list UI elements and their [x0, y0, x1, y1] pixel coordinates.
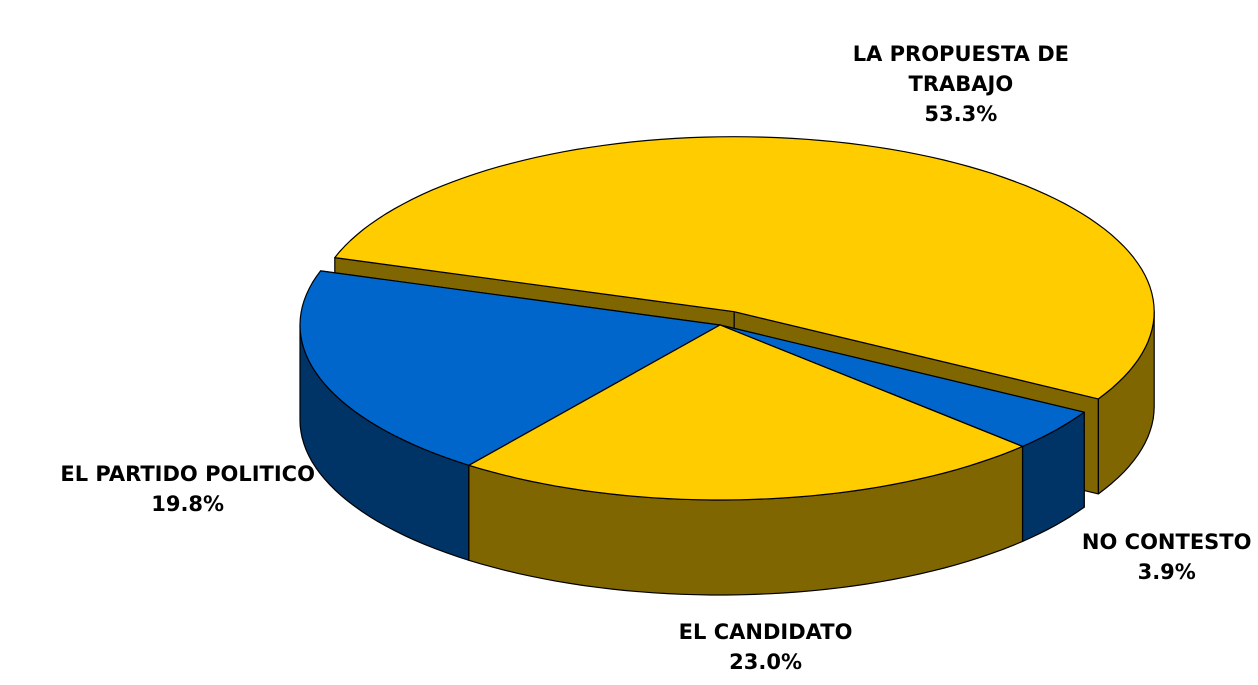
slice-top — [299, 270, 721, 466]
slice-label: EL PARTIDO POLITICO 19.8% — [28, 459, 348, 519]
value-label: 23.0% — [729, 649, 802, 674]
slice-top — [468, 324, 1024, 501]
slice-top — [719, 324, 1085, 447]
value-label: 3.9% — [1137, 559, 1196, 584]
category-label: EL CANDIDATO — [678, 619, 853, 644]
slice-label: LA PROPUESTA DE TRABAJO 53.3% — [801, 39, 1121, 129]
category-label: LA PROPUESTA DE TRABAJO — [852, 41, 1070, 96]
value-label: 53.3% — [924, 101, 998, 126]
slice-label: NO CONTESTO 3.9% — [1007, 527, 1258, 587]
category-label: NO CONTESTO — [1081, 529, 1252, 554]
slice-label: EL CANDIDATO 23.0% — [606, 617, 926, 677]
value-label: 19.8% — [151, 491, 225, 516]
slice-top — [334, 136, 1155, 400]
category-label: EL PARTIDO POLITICO — [60, 461, 315, 486]
